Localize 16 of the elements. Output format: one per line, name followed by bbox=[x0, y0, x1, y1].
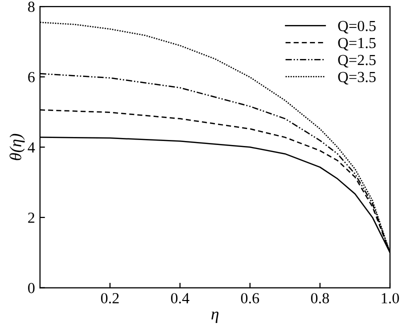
y-axis-title: θ(η) bbox=[10, 134, 25, 160]
y-tick-label: 4 bbox=[28, 142, 35, 152]
x-tick-label: 0.4 bbox=[171, 293, 190, 304]
x-tick-label: 0.8 bbox=[311, 293, 329, 304]
y-tick-label: 2 bbox=[28, 212, 34, 223]
y-tick-label: 8 bbox=[28, 2, 35, 12]
legend-label: Q=0.5 bbox=[338, 20, 376, 34]
y-tick-label: 0 bbox=[28, 282, 35, 294]
x-tick-label: 1.0 bbox=[382, 293, 399, 304]
legend-label: Q=2.5 bbox=[338, 54, 376, 68]
x-axis-title: η bbox=[211, 312, 218, 323]
y-tick-label: 6 bbox=[28, 72, 35, 82]
legend-label: Q=1.5 bbox=[338, 38, 376, 50]
x-tick-label: 0.2 bbox=[101, 293, 119, 304]
legend-label: Q=3.5 bbox=[338, 72, 376, 84]
x-tick-label: 0.6 bbox=[241, 293, 260, 304]
